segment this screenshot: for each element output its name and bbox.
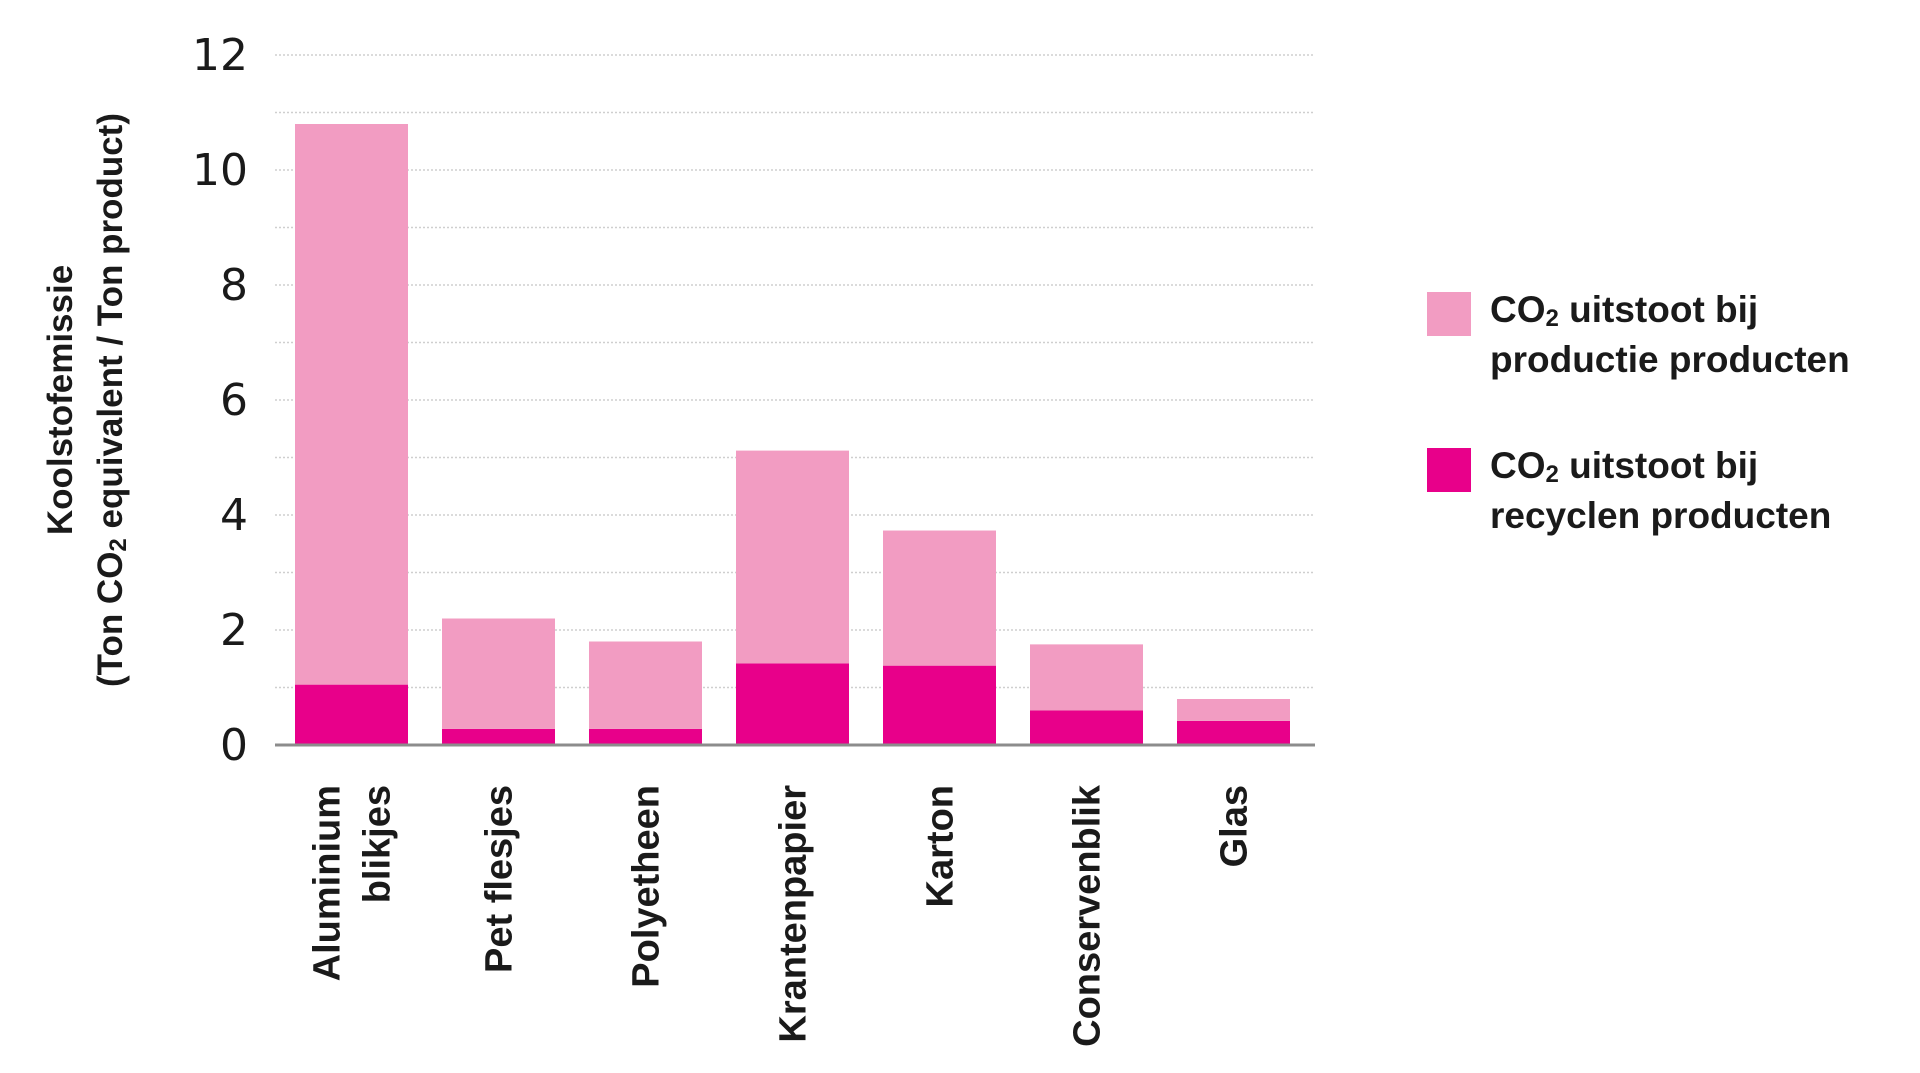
legend: CO2 uitstoot bij productie producten CO2 u… <box>1427 289 1850 536</box>
legend-swatch-production <box>1427 292 1471 336</box>
x-category-label: Pet flesjes <box>479 785 521 973</box>
y-tick-label: 6 <box>220 375 248 426</box>
bar-recycling-6 <box>1030 710 1143 745</box>
x-category-label: Conservenblik <box>1067 784 1109 1047</box>
y-axis-title: Koolstofemissie (Ton CO2 equivalent / Ton… <box>41 113 132 687</box>
x-category-label: Glas <box>1214 785 1256 867</box>
bar-production-3 <box>589 641 702 729</box>
bar-recycling-1 <box>295 684 408 745</box>
bar-production-5 <box>883 530 996 666</box>
y-tick-label: 0 <box>220 720 248 771</box>
bar-production-2 <box>442 618 555 729</box>
y-tick-labels: 0 2 4 6 8 10 12 <box>192 30 248 771</box>
y-tick-label: 4 <box>220 490 248 541</box>
legend-swatch-recycling <box>1427 448 1471 492</box>
x-category-label: Polyetheen <box>626 785 668 988</box>
x-category-label: blikjes <box>357 785 399 903</box>
y-tick-label: 10 <box>192 145 248 196</box>
bar-recycling-7 <box>1177 720 1290 745</box>
legend-label: CO2 uitstoot bij <box>1490 445 1758 488</box>
bar-production-1 <box>295 124 408 685</box>
x-category-label: Krantenpapier <box>773 785 815 1043</box>
bar-production-6 <box>1030 644 1143 711</box>
legend-label: productie producten <box>1490 339 1850 380</box>
y-tick-label: 2 <box>220 605 248 656</box>
y-tick-label: 8 <box>220 260 248 311</box>
x-category-label: Karton <box>920 785 962 907</box>
x-category-label: Aluminium <box>307 785 349 981</box>
bars <box>295 124 1290 745</box>
y-tick-label: 12 <box>192 30 248 81</box>
y-axis-title-line: Koolstofemissie <box>41 265 80 535</box>
x-category-labels: Aluminium blikjes Pet flesjes Polyetheen Kra… <box>307 784 1256 1047</box>
bar-recycling-2 <box>442 728 555 745</box>
bar-recycling-4 <box>736 663 849 745</box>
legend-label: recyclen producten <box>1490 495 1831 536</box>
legend-label: CO2 uitstoot bij <box>1490 289 1758 332</box>
bar-production-7 <box>1177 699 1290 721</box>
bar-production-4 <box>736 450 849 664</box>
bar-recycling-5 <box>883 665 996 745</box>
bar-recycling-3 <box>589 728 702 745</box>
y-axis-title-line: (Ton CO2 equivalent / Ton product) <box>91 113 132 687</box>
